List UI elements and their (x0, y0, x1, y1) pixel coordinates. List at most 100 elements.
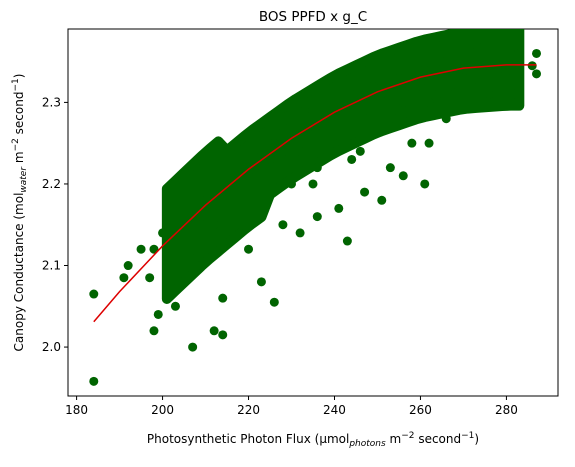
y-tick-label: 2.3 (42, 95, 61, 109)
scatter-point (420, 65, 430, 75)
scatter-point (218, 330, 228, 340)
scatter-point (162, 252, 172, 262)
scatter-point (244, 171, 254, 181)
scatter-point (179, 269, 189, 279)
x-axis-title-mid: m (386, 432, 402, 446)
scatter-point (158, 228, 168, 238)
scatter-point (360, 187, 370, 197)
x-axis-title-sup2: −1 (461, 431, 474, 441)
x-tick-label: 220 (237, 403, 260, 417)
scatter-point (235, 228, 245, 238)
scatter-point (342, 236, 352, 246)
scatter-point (278, 122, 288, 132)
scatter-point (299, 106, 309, 116)
scatter-point (347, 130, 357, 140)
y-axis-title-sup1: −2 (11, 138, 21, 151)
scatter-point (433, 89, 443, 99)
scatter-point (209, 220, 219, 230)
y-axis-title-sup2: −1 (11, 78, 21, 91)
x-axis-title: Photosynthetic Photon Flux (µmolphotons … (147, 431, 479, 449)
y-axis-title-main: Canopy Conductance (mol (12, 193, 26, 352)
scatter-point (196, 212, 206, 222)
scatter-point (252, 130, 262, 140)
y-axis-ticks: 2.0 2.1 2.2 2.3 (42, 95, 68, 354)
scatter-point (398, 171, 408, 181)
y-axis-title-sub: water (19, 166, 29, 193)
scatter-point (394, 73, 404, 83)
scatter-point (514, 48, 524, 58)
scatter-point (441, 114, 451, 124)
scatter-point (261, 179, 271, 189)
scatter-point (428, 73, 438, 83)
scatter-point (458, 73, 468, 83)
scatter-point (351, 89, 361, 99)
scatter-point (390, 114, 400, 124)
x-axis-title-sub: photons (348, 439, 386, 449)
scatter-point (329, 138, 339, 148)
scatter-point (342, 106, 352, 116)
scatter-point (407, 138, 417, 148)
scatter-point (532, 48, 542, 58)
scatter-point (123, 261, 133, 271)
x-tick-label: 280 (495, 403, 518, 417)
scatter-point (226, 187, 236, 197)
x-tick-label: 260 (409, 403, 432, 417)
scatter-point (471, 40, 481, 50)
scatter-point (218, 293, 228, 303)
scatter-point (532, 69, 542, 79)
scatter-point (312, 163, 322, 173)
scatter-point (218, 179, 228, 189)
scatter-points (89, 29, 542, 386)
scatter-point (420, 179, 430, 189)
scatter-point (244, 244, 254, 254)
scatter-point (287, 179, 297, 189)
y-tick-label: 2.1 (42, 259, 61, 273)
scatter-point (269, 138, 279, 148)
scatter-point (282, 154, 292, 164)
scatter-point (355, 146, 365, 156)
scatter-point (149, 244, 159, 254)
scatter-point (312, 212, 322, 222)
x-tick-label: 240 (323, 403, 346, 417)
y-tick-label: 2.2 (42, 177, 61, 191)
scatter-point (149, 326, 159, 336)
scatter-point (527, 61, 537, 71)
scatter-point (119, 273, 129, 283)
scatter-point (424, 97, 434, 107)
scatter-point (295, 146, 305, 156)
scatter-point (338, 122, 348, 132)
scatter-point (484, 89, 494, 99)
scatter-point (501, 73, 511, 83)
x-tick-label: 180 (65, 403, 88, 417)
scatter-point (364, 106, 374, 116)
scatter-point (196, 261, 206, 271)
scatter-point (493, 65, 503, 75)
y-axis-title: Canopy Conductance (molwater m−2 second−… (11, 74, 29, 352)
scatter-point (278, 220, 288, 230)
scatter-point (308, 179, 318, 189)
scatter-point (188, 342, 198, 352)
scatter-point (377, 195, 387, 205)
scatter-point (334, 97, 344, 107)
scatter-point (368, 81, 378, 91)
scatter-point (506, 48, 516, 58)
scatter-dense-cloud (161, 29, 525, 304)
scatter-point (235, 163, 245, 173)
x-axis-title-mid2: second (415, 432, 462, 446)
x-tick-label: 200 (151, 403, 174, 417)
scatter-point (510, 89, 520, 99)
y-axis-title-mid2: second (12, 92, 26, 139)
scatter-point (145, 273, 155, 283)
scatter-point (209, 326, 219, 336)
scatter-point (424, 138, 434, 148)
scatter-point (377, 89, 387, 99)
y-tick-label: 2.0 (42, 340, 61, 354)
fit-curve (93, 64, 537, 323)
x-axis-title-sup1: −2 (401, 431, 414, 441)
y-axis-title-mid: m (12, 151, 26, 167)
scatter-point (170, 301, 180, 311)
scatter-point (256, 146, 266, 156)
scatter-point (463, 48, 473, 58)
